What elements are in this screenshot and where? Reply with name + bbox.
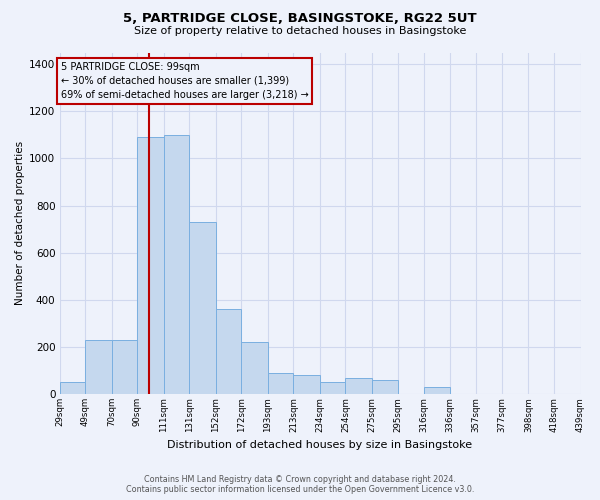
Bar: [216, 309, 241, 394]
Bar: [346, 378, 372, 394]
Text: 5, PARTRIDGE CLOSE, BASINGSTOKE, RG22 5UT: 5, PARTRIDGE CLOSE, BASINGSTOKE, RG22 5U…: [123, 12, 477, 26]
Bar: [85, 340, 112, 394]
Bar: [241, 342, 268, 394]
Bar: [293, 375, 320, 394]
X-axis label: Distribution of detached houses by size in Basingstoke: Distribution of detached houses by size …: [167, 440, 473, 450]
Y-axis label: Number of detached properties: Number of detached properties: [15, 141, 25, 306]
Bar: [189, 222, 216, 394]
Text: 5 PARTRIDGE CLOSE: 99sqm
← 30% of detached houses are smaller (1,399)
69% of sem: 5 PARTRIDGE CLOSE: 99sqm ← 30% of detach…: [61, 62, 308, 100]
Bar: [320, 382, 346, 394]
Bar: [268, 373, 293, 394]
Bar: [137, 138, 164, 394]
Bar: [424, 387, 449, 394]
Bar: [164, 135, 189, 394]
Text: Size of property relative to detached houses in Basingstoke: Size of property relative to detached ho…: [134, 26, 466, 36]
Bar: [112, 340, 137, 394]
Text: Contains HM Land Registry data © Crown copyright and database right 2024.
Contai: Contains HM Land Registry data © Crown c…: [126, 474, 474, 494]
Bar: [59, 382, 85, 394]
Bar: [372, 380, 398, 394]
